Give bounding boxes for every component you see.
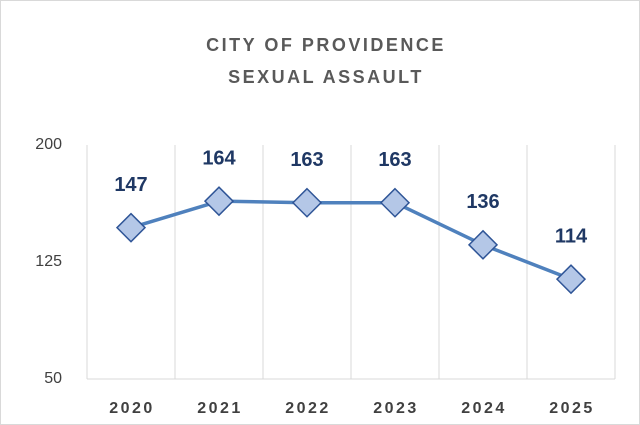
chart-title-line: SEXUAL ASSAULT (228, 67, 424, 87)
data-label: 136 (466, 191, 499, 213)
x-tick-label: 2024 (461, 400, 507, 417)
data-label: 163 (378, 149, 411, 171)
x-tick-label: 2020 (109, 400, 155, 417)
x-tick-label: 2023 (373, 400, 419, 417)
point-marker (379, 187, 411, 218)
data-label: 164 (202, 147, 236, 169)
y-tick-label: 125 (35, 253, 62, 270)
series-line (130, 199, 572, 281)
y-tick-label: 200 (35, 136, 62, 153)
x-tick-label: 2022 (285, 400, 331, 417)
point-marker (555, 264, 587, 295)
point-marker (291, 187, 323, 218)
data-label: 147 (114, 174, 147, 196)
chart-title-line: CITY OF PROVIDENCE (206, 35, 446, 55)
data-label: 114 (555, 225, 588, 247)
point-marker (203, 186, 235, 217)
data-label: 163 (290, 149, 323, 171)
point-marker (467, 229, 499, 260)
point-marker (115, 212, 147, 243)
x-tick-label: 2021 (197, 400, 243, 417)
x-tick-label: 2025 (549, 400, 595, 417)
y-tick-label: 50 (44, 370, 62, 387)
